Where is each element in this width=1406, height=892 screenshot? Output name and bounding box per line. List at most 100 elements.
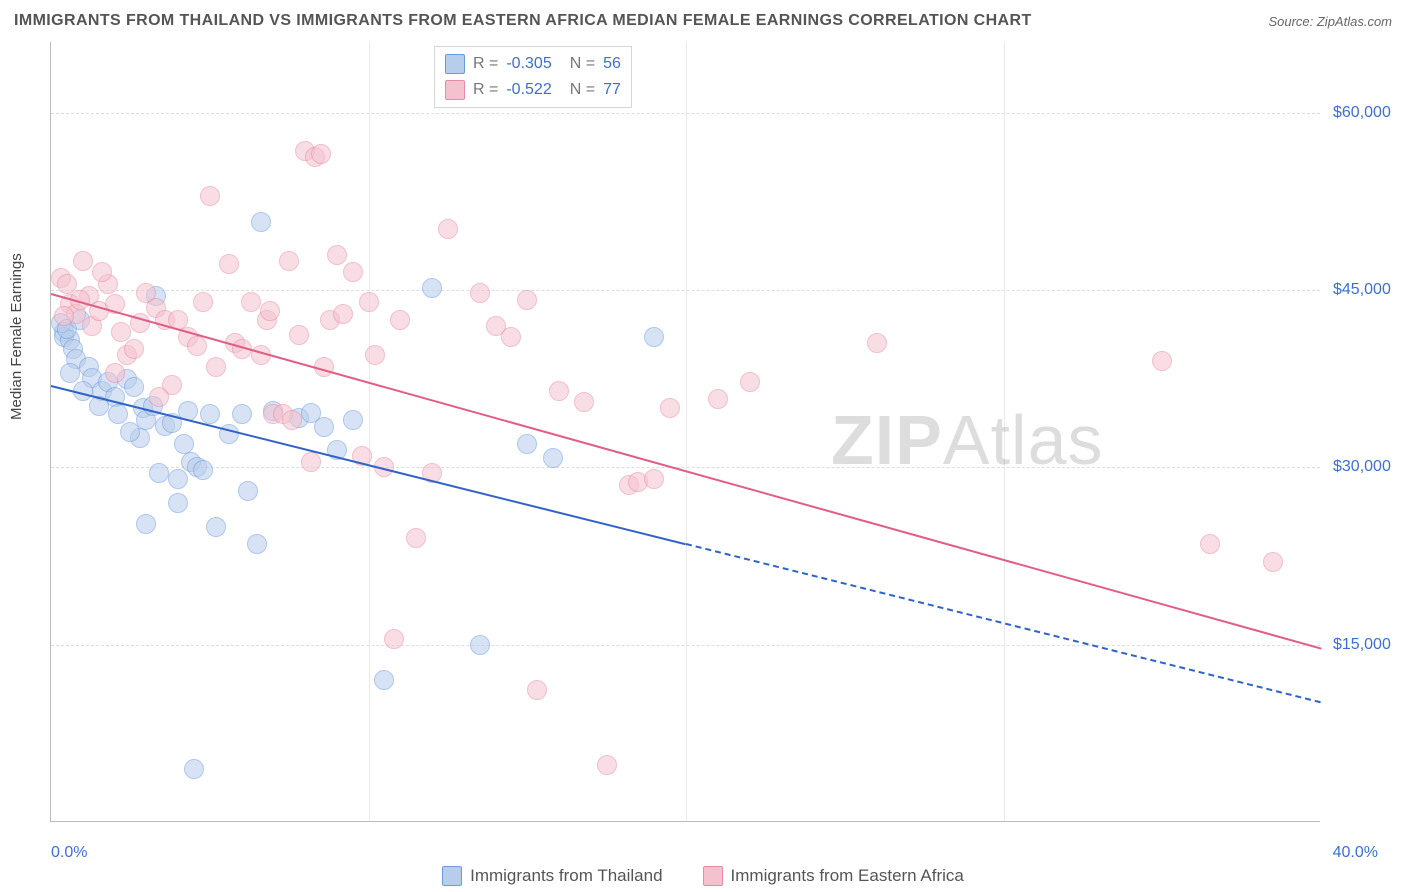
scatter-point <box>470 635 490 655</box>
scatter-point <box>120 422 140 442</box>
series-legend: Immigrants from Thailand Immigrants from … <box>0 866 1406 886</box>
scatter-point <box>124 377 144 397</box>
scatter-point <box>327 245 347 265</box>
legend-n-value: 56 <box>603 55 621 73</box>
y-tick-label: $15,000 <box>1333 636 1391 654</box>
scatter-point <box>73 251 93 271</box>
gridline-vertical <box>1004 42 1005 821</box>
scatter-point <box>60 363 80 383</box>
scatter-point <box>517 290 537 310</box>
scatter-point <box>193 460 213 480</box>
scatter-point <box>501 327 521 347</box>
scatter-point <box>406 528 426 548</box>
scatter-point <box>549 381 569 401</box>
scatter-point <box>251 212 271 232</box>
scatter-point <box>422 278 442 298</box>
scatter-point <box>200 186 220 206</box>
legend-row: R = -0.305 N = 56 <box>445 51 621 77</box>
scatter-point <box>279 251 299 271</box>
scatter-point <box>517 434 537 454</box>
scatter-point <box>1200 534 1220 554</box>
y-tick-label: $60,000 <box>1333 104 1391 122</box>
scatter-point <box>708 389 728 409</box>
chart-title: IMMIGRANTS FROM THAILAND VS IMMIGRANTS F… <box>14 12 1032 30</box>
scatter-point <box>311 144 331 164</box>
scatter-point <box>149 387 169 407</box>
legend-label: Immigrants from Thailand <box>470 866 662 886</box>
x-tick-label: 0.0% <box>51 844 87 862</box>
scatter-point <box>1152 351 1172 371</box>
legend-n-label: N = <box>570 55 595 73</box>
legend-item: Immigrants from Thailand <box>442 866 662 886</box>
scatter-point <box>365 345 385 365</box>
legend-r-value: -0.522 <box>506 81 551 99</box>
scatter-point <box>193 292 213 312</box>
scatter-plot: $15,000$30,000$45,000$60,0000.0%40.0%ZIP… <box>50 42 1320 822</box>
scatter-point <box>867 333 887 353</box>
x-tick-label: 40.0% <box>1333 844 1378 862</box>
y-tick-label: $45,000 <box>1333 281 1391 299</box>
scatter-point <box>105 363 125 383</box>
scatter-point <box>136 514 156 534</box>
scatter-point <box>168 469 188 489</box>
scatter-point <box>438 219 458 239</box>
scatter-point <box>644 469 664 489</box>
source-label: Source: ZipAtlas.com <box>1268 14 1392 29</box>
scatter-point <box>108 404 128 424</box>
scatter-point <box>54 306 74 326</box>
legend-swatch <box>445 54 465 74</box>
scatter-point <box>260 301 280 321</box>
y-tick-label: $30,000 <box>1333 458 1391 476</box>
scatter-point <box>543 448 563 468</box>
scatter-point <box>241 292 261 312</box>
scatter-point <box>124 339 144 359</box>
scatter-point <box>314 417 334 437</box>
legend-item: Immigrants from Eastern Africa <box>703 866 964 886</box>
y-axis-title: Median Female Earnings <box>8 253 25 420</box>
scatter-point <box>660 398 680 418</box>
scatter-point <box>470 283 490 303</box>
legend-r-label: R = <box>473 55 498 73</box>
scatter-point <box>200 404 220 424</box>
legend-swatch <box>442 866 462 886</box>
scatter-point <box>219 254 239 274</box>
scatter-point <box>597 755 617 775</box>
scatter-point <box>343 410 363 430</box>
legend-label: Immigrants from Eastern Africa <box>731 866 964 886</box>
scatter-point <box>333 304 353 324</box>
scatter-point <box>232 404 252 424</box>
scatter-point <box>247 534 267 554</box>
legend-r-value: -0.305 <box>506 55 551 73</box>
scatter-point <box>301 452 321 472</box>
scatter-point <box>390 310 410 330</box>
scatter-point <box>740 372 760 392</box>
scatter-point <box>343 262 363 282</box>
legend-swatch <box>703 866 723 886</box>
scatter-point <box>184 759 204 779</box>
scatter-point <box>206 517 226 537</box>
scatter-point <box>384 629 404 649</box>
gridline-vertical <box>686 42 687 821</box>
header: IMMIGRANTS FROM THAILAND VS IMMIGRANTS F… <box>14 12 1392 30</box>
scatter-point <box>168 493 188 513</box>
scatter-point <box>1263 552 1283 572</box>
scatter-point <box>111 322 131 342</box>
legend-r-label: R = <box>473 81 498 99</box>
scatter-point <box>187 336 207 356</box>
scatter-point <box>149 463 169 483</box>
scatter-point <box>206 357 226 377</box>
legend-n-label: N = <box>570 81 595 99</box>
scatter-point <box>374 670 394 690</box>
legend-swatch <box>445 80 465 100</box>
scatter-point <box>238 481 258 501</box>
scatter-point <box>644 327 664 347</box>
scatter-point <box>92 262 112 282</box>
scatter-point <box>282 410 302 430</box>
scatter-point <box>289 325 309 345</box>
legend-n-value: 77 <box>603 81 621 99</box>
scatter-point <box>527 680 547 700</box>
gridline-vertical <box>369 42 370 821</box>
correlation-legend: R = -0.305 N = 56 R = -0.522 N = 77 <box>434 46 632 108</box>
scatter-point <box>574 392 594 412</box>
scatter-point <box>359 292 379 312</box>
